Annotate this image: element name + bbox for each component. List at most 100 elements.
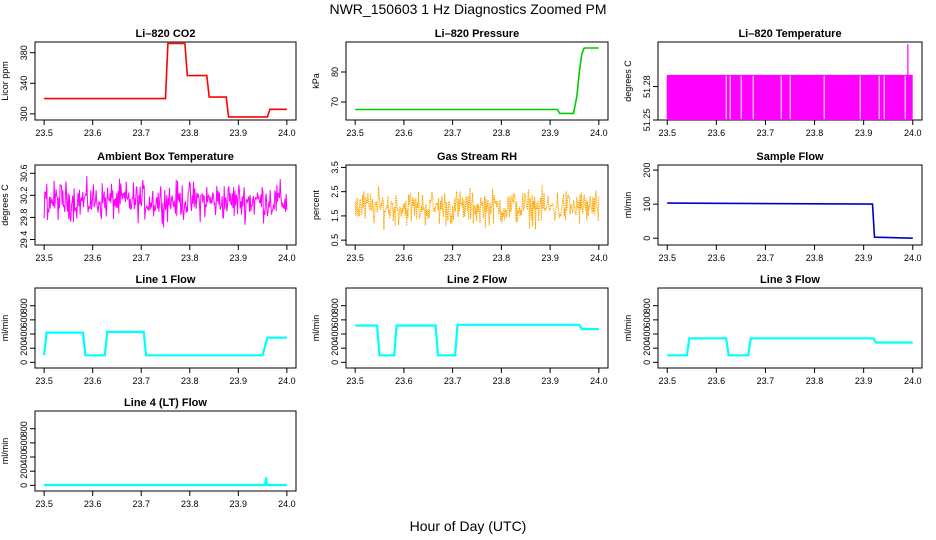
- x-tick-label: 23.8: [493, 128, 511, 138]
- series-noisy-line: [354, 184, 600, 231]
- y-tick-label: 800: [330, 298, 340, 313]
- y-tick-label: 300: [19, 106, 29, 121]
- y-axis-label: ml/min: [311, 315, 321, 342]
- x-axis-title: Hour of Day (UTC): [409, 518, 527, 534]
- plot-frame: [657, 41, 923, 121]
- x-tick-label: 23.7: [444, 376, 462, 386]
- y-tick-label: 0: [330, 360, 340, 365]
- y-axis-label: degrees C: [623, 60, 633, 102]
- panel-title: Line 3 Flow: [760, 274, 820, 286]
- y-tick-label: 80: [330, 67, 340, 77]
- panel-1: Li–820 CO2 Licor ppm 23.5 23.6 23.7 23.8 23.9 2…: [0, 28, 297, 138]
- x-tick-label: 23.7: [444, 253, 462, 263]
- panel-2: Li–820 Pressure kPa 23.5 23.6 23.7 23.8 23.9 24…: [311, 28, 609, 138]
- plot-frame: [34, 164, 297, 246]
- x-tick-label: 23.7: [757, 253, 775, 263]
- panel-3: Li–820 Temperature degrees C 23.5 23.6 23.7 2…: [623, 28, 923, 138]
- plot-frame: [345, 287, 609, 369]
- x-tick-label: 24.0: [590, 128, 608, 138]
- series-line: [44, 477, 287, 487]
- y-tick-label: 600: [642, 312, 652, 327]
- y-tick-label: 51.25: [642, 109, 652, 132]
- plot-frame: [34, 410, 297, 492]
- panel-title: Li–820 Temperature: [738, 28, 841, 40]
- y-tick-label: 200: [642, 163, 652, 178]
- panel-title: Li–820 CO2: [136, 28, 196, 40]
- x-tick-label: 24.0: [278, 128, 296, 138]
- y-tick-label: 400: [330, 327, 340, 342]
- y-axis-label: kPa: [311, 73, 321, 89]
- panel-title: Line 2 Flow: [447, 274, 507, 286]
- y-tick-label: 400: [642, 327, 652, 342]
- y-tick-label: 200: [19, 341, 29, 356]
- x-tick-label: 23.9: [230, 499, 248, 509]
- x-tick-label: 23.5: [35, 376, 53, 386]
- panel-9: Line 3 Flow ml/min 23.5 23.6 23.7 23.8 23.9 24.…: [623, 274, 923, 386]
- y-tick-label: 0: [19, 360, 29, 365]
- plot-frame: [657, 164, 923, 246]
- series-line: [355, 323, 599, 357]
- plot-frame: [345, 164, 609, 246]
- figure-title: NWR_150603 1 Hz Diagnostics Zoomed PM: [329, 1, 607, 17]
- x-tick-label: 24.0: [590, 376, 608, 386]
- x-tick-label: 23.6: [708, 376, 726, 386]
- x-tick-label: 23.9: [541, 128, 559, 138]
- y-axis-label: percent: [311, 189, 321, 220]
- y-tick-label: 0.5: [330, 234, 340, 247]
- panel-8: Line 2 Flow ml/min 23.5 23.6 23.7 23.8 23.9 24.…: [311, 274, 609, 386]
- x-tick-label: 23.8: [806, 128, 824, 138]
- x-tick-label: 23.5: [35, 128, 53, 138]
- x-tick-label: 23.7: [132, 128, 150, 138]
- y-tick-label: 70: [330, 97, 340, 107]
- y-tick-label: 200: [642, 341, 652, 356]
- x-tick-label: 23.6: [84, 376, 102, 386]
- y-axis-label: ml/min: [0, 438, 10, 465]
- plot-frame: [657, 287, 923, 369]
- x-tick-label: 23.8: [806, 376, 824, 386]
- x-tick-label: 24.0: [278, 253, 296, 263]
- plot-frame: [345, 41, 609, 121]
- y-tick-label: 800: [19, 298, 29, 313]
- x-tick-label: 23.8: [493, 253, 511, 263]
- y-tick-label: 600: [19, 312, 29, 327]
- y-axis-label: ml/min: [0, 315, 10, 342]
- series-temperature-band: [666, 74, 913, 120]
- panel-5: Gas Stream RH percent 23.5 23.6 23.7 23.8 23.9…: [311, 151, 609, 263]
- x-tick-label: 23.8: [181, 128, 199, 138]
- y-tick-label: 0: [19, 483, 29, 488]
- x-tick-label: 23.6: [84, 499, 102, 509]
- x-tick-label: 24.0: [278, 376, 296, 386]
- series-line: [667, 202, 913, 239]
- x-tick-label: 23.6: [84, 128, 102, 138]
- y-tick-label: 51.28: [642, 75, 652, 98]
- panel-title: Gas Stream RH: [437, 151, 517, 163]
- y-tick-label: 200: [330, 341, 340, 356]
- panel-title: Line 1 Flow: [136, 274, 196, 286]
- series-line: [43, 330, 287, 357]
- x-tick-label: 23.5: [658, 253, 676, 263]
- x-tick-label: 23.9: [855, 376, 873, 386]
- x-tick-label: 23.8: [493, 376, 511, 386]
- y-axis-label: ml/min: [623, 192, 633, 219]
- panel-title: Ambient Box Temperature: [97, 151, 234, 163]
- x-tick-label: 24.0: [904, 128, 922, 138]
- y-tick-label: 2.5: [330, 185, 340, 198]
- series-line: [44, 42, 287, 118]
- y-tick-label: 800: [19, 421, 29, 436]
- x-tick-label: 23.9: [541, 253, 559, 263]
- y-axis-label: ml/min: [623, 315, 633, 342]
- y-axis-label: degrees C: [0, 184, 10, 226]
- y-tick-label: 30.6: [19, 165, 29, 183]
- x-tick-label: 23.6: [395, 253, 413, 263]
- x-tick-label: 24.0: [904, 376, 922, 386]
- x-tick-label: 23.5: [658, 128, 676, 138]
- x-tick-label: 23.9: [855, 128, 873, 138]
- panel-title: Li–820 Pressure: [435, 28, 519, 40]
- series-line: [667, 337, 913, 357]
- x-tick-label: 23.7: [757, 128, 775, 138]
- y-tick-label: 400: [19, 450, 29, 465]
- plot-frame: [34, 41, 297, 121]
- x-tick-label: 23.9: [230, 128, 248, 138]
- x-tick-label: 23.8: [181, 376, 199, 386]
